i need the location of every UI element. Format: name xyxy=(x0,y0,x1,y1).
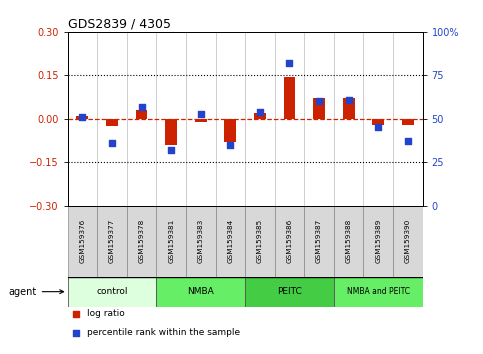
Bar xyxy=(225,119,236,142)
Point xyxy=(197,111,205,116)
Bar xyxy=(334,277,423,307)
Bar xyxy=(372,119,384,125)
Text: control: control xyxy=(96,287,128,296)
Text: GSM159378: GSM159378 xyxy=(139,219,144,263)
Point xyxy=(167,147,175,153)
Point xyxy=(404,138,412,144)
Bar xyxy=(136,110,147,119)
Text: GSM159386: GSM159386 xyxy=(286,219,293,263)
Bar xyxy=(195,119,207,122)
Text: GSM159387: GSM159387 xyxy=(316,219,322,263)
Bar xyxy=(165,119,177,145)
Text: PEITC: PEITC xyxy=(277,287,302,296)
Point xyxy=(108,140,116,146)
Bar xyxy=(343,98,355,119)
Bar xyxy=(186,206,215,277)
Text: agent: agent xyxy=(9,287,64,297)
Bar xyxy=(245,206,275,277)
Text: GSM159384: GSM159384 xyxy=(227,219,233,263)
Bar xyxy=(284,77,296,119)
Bar xyxy=(245,277,334,307)
Bar xyxy=(76,116,88,119)
Point xyxy=(315,98,323,104)
Text: NMBA: NMBA xyxy=(187,287,214,296)
Bar xyxy=(313,98,325,119)
Point xyxy=(72,311,80,317)
Text: GSM159383: GSM159383 xyxy=(198,219,204,263)
Text: GSM159376: GSM159376 xyxy=(79,219,85,263)
Text: log ratio: log ratio xyxy=(87,309,125,319)
Text: GDS2839 / 4305: GDS2839 / 4305 xyxy=(68,18,170,31)
Bar xyxy=(402,119,414,125)
Point xyxy=(285,60,293,66)
Bar xyxy=(304,206,334,277)
Text: GSM159381: GSM159381 xyxy=(168,219,174,263)
Point xyxy=(138,104,145,109)
Bar xyxy=(156,206,186,277)
Bar xyxy=(215,206,245,277)
Point xyxy=(72,330,80,335)
Bar xyxy=(68,277,156,307)
Text: GSM159385: GSM159385 xyxy=(257,219,263,263)
Bar xyxy=(393,206,423,277)
Point xyxy=(374,125,382,130)
Bar xyxy=(364,206,393,277)
Point xyxy=(227,142,234,148)
Bar xyxy=(106,119,118,126)
Bar xyxy=(127,206,156,277)
Bar xyxy=(275,206,304,277)
Point xyxy=(79,114,86,120)
Bar xyxy=(254,113,266,119)
Text: GSM159390: GSM159390 xyxy=(405,219,411,263)
Text: GSM159388: GSM159388 xyxy=(346,219,352,263)
Point xyxy=(345,97,353,102)
Bar xyxy=(334,206,364,277)
Bar xyxy=(97,206,127,277)
Bar xyxy=(156,277,245,307)
Text: GSM159389: GSM159389 xyxy=(375,219,381,263)
Text: percentile rank within the sample: percentile rank within the sample xyxy=(87,328,240,337)
Point xyxy=(256,109,264,115)
Text: GSM159377: GSM159377 xyxy=(109,219,115,263)
Bar xyxy=(68,206,97,277)
Text: NMBA and PEITC: NMBA and PEITC xyxy=(347,287,410,296)
